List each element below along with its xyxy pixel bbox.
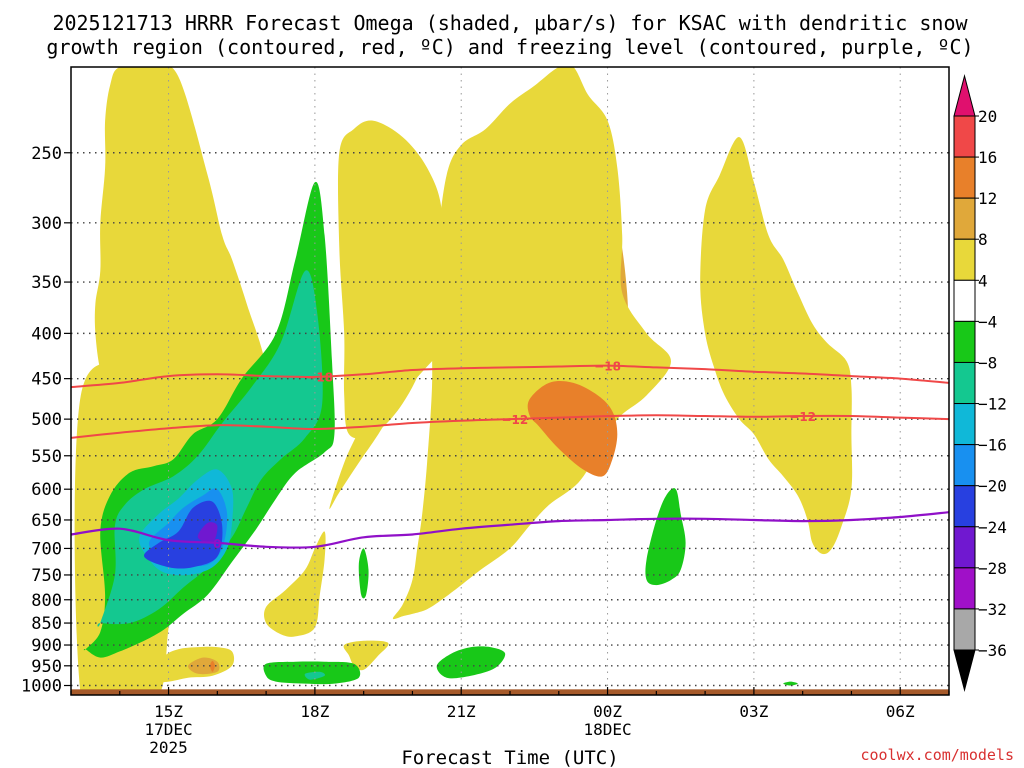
y-tick-label-750: 750 [31,566,62,586]
colorbar-top-cap [953,74,976,117]
y-tick-label-950: 950 [31,657,62,677]
x-tick-label-18Z-0: 18Z [300,702,329,721]
colorbar-band-7 [953,403,976,446]
isotherm-0-line [71,364,949,389]
y-tick-label-300: 300 [31,214,62,234]
omega-region-6 [197,522,218,544]
omega-region-10 [337,120,444,439]
x-tick-label-15Z-0: 15Z [154,702,183,721]
colorbar-band-2 [953,197,976,240]
x-tick-label-00Z-0: 00Z [593,702,622,721]
y-tick-label-400: 400 [31,324,62,344]
chart-title-line-1: 2025121713 HRRR Forecast Omega (shaded, … [52,11,968,35]
omega-region-13 [645,488,686,586]
y-tick-label-500: 500 [31,410,62,430]
colorbar-band-12 [953,608,976,651]
omega-region-18 [343,640,389,671]
x-tick-label-06Z-0: 06Z [886,702,915,721]
omega-region-14 [263,531,326,637]
colorbar-label-6: −8 [978,353,997,372]
omega-shading-layer [74,67,853,695]
x-tick-label-15Z-2: 2025 [149,738,188,757]
y-tick-label-850: 850 [31,614,62,634]
freezing-level-line [71,511,949,549]
omega-region-17 [210,660,215,672]
colorbar-band-8 [953,444,976,487]
isotherm-0-label-0: −18 [306,371,333,385]
colorbar-band-0 [953,115,976,158]
chart-title-line-2: growth region (contoured, red, ºC) and f… [46,35,973,59]
colorbar-band-9 [953,485,976,528]
y-tick-label-250: 250 [31,144,62,164]
y-axis: 2503003504004505005506006507007508008509… [21,144,71,697]
y-tick-label-1000: 1000 [21,677,62,697]
omega-region-20 [304,671,326,680]
colorbar-label-10: −24 [978,518,1007,537]
colorbar-band-1 [953,156,976,199]
y-tick-label-350: 350 [31,273,62,293]
freezing-level-label-0: 0 [213,537,221,551]
x-tick-label-15Z-1: 17DEC [144,720,192,739]
y-tick-label-900: 900 [31,636,62,656]
x-tick-label-00Z-1: 18DEC [583,720,631,739]
colorbar-label-2: 12 [978,189,997,208]
colorbar-label-7: −12 [978,395,1007,414]
y-tick-label-650: 650 [31,511,62,531]
isotherm-1-line [71,414,949,439]
isotherm-1-label-1: −12 [789,410,816,424]
colorbar-band-3 [953,238,976,281]
watermark: coolwx.com/models [860,746,1014,764]
y-tick-label-450: 450 [31,370,62,390]
colorbar: 20 16 12 8 4 −4 −8 −12 −16 −20 −24 −28 −32 −36 [953,74,1007,692]
colorbar-label-1: 16 [978,148,997,167]
omega-region-22 [358,548,369,599]
x-tick-label-21Z-0: 21Z [447,702,476,721]
colorbar-label-8: −16 [978,436,1007,455]
colorbar-label-13: −36 [978,641,1007,660]
colorbar-band-5 [953,320,976,363]
colorbar-band-4 [953,279,976,322]
x-axis-label: Forecast Time (UTC) [401,747,618,768]
omega-region-11 [527,381,618,477]
colorbar-label-0: 20 [978,107,997,126]
y-tick-label-550: 550 [31,447,62,467]
colorbar-band-10 [953,526,976,569]
colorbar-bottom-cap [953,649,976,692]
y-tick-label-600: 600 [31,480,62,500]
colorbar-label-4: 4 [978,271,988,290]
colorbar-band-11 [953,567,976,610]
colorbar-label-5: −4 [978,312,997,331]
omega-region-21 [436,646,506,679]
colorbar-label-3: 8 [978,230,988,249]
isotherm-0-label-1: −18 [594,360,621,374]
y-tick-label-800: 800 [31,591,62,611]
omega-region-23 [783,681,798,686]
x-tick-label-03Z-0: 03Z [739,702,768,721]
contour-layer: −18 −18 −12 −12 0 [71,360,949,551]
colorbar-label-12: −32 [978,600,1007,619]
omega-region-5 [144,500,223,569]
omega-region-9 [392,67,671,620]
isotherm-1-label-0: −12 [501,413,528,427]
colorbar-label-11: −28 [978,559,1007,578]
colorbar-band-6 [953,361,976,405]
y-tick-label-700: 700 [31,539,62,559]
colorbar-label-9: −20 [978,477,1007,496]
omega-region-12 [700,137,853,555]
